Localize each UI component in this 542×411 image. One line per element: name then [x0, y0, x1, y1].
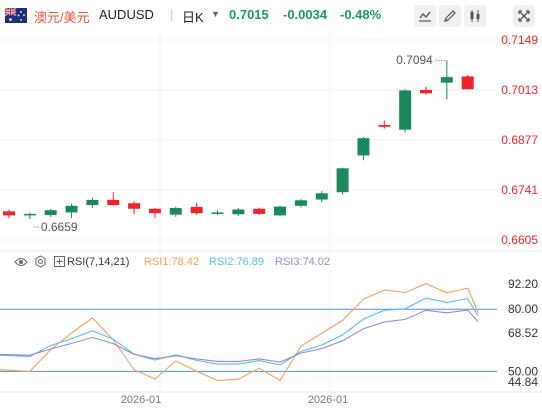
pair-symbol: AUDUSD: [99, 7, 154, 22]
rsi-tick-label-4: 44.84: [508, 375, 538, 389]
gear-icon[interactable]: [34, 255, 47, 268]
candle: [274, 205, 287, 217]
candle: [461, 74, 474, 90]
candle-body: [169, 208, 182, 215]
candle-body: [232, 209, 245, 215]
price-tick-label-2: 0.6877: [501, 133, 538, 147]
candle-body: [107, 199, 120, 206]
rsi2-value: RSI2:76.89: [209, 256, 265, 268]
high-price-label: 0.7094: [396, 53, 433, 67]
candle: [336, 167, 349, 195]
chevron-down-icon[interactable]: ▼: [211, 9, 220, 19]
candle-body: [128, 203, 141, 209]
rsi3-value: RSI3:74.02: [275, 256, 331, 268]
price-change-pct: -0.48%: [340, 7, 382, 22]
x-tick-label-0: 2026-01: [121, 394, 161, 406]
candle: [65, 203, 78, 218]
candle: [128, 201, 141, 215]
candle: [23, 212, 36, 220]
candle-body: [315, 193, 328, 200]
candle: [399, 89, 412, 133]
candle-body: [357, 138, 370, 156]
rsi-tick-label-0: 92.20: [508, 277, 538, 291]
candle-body: [294, 200, 307, 206]
rsi-tick-label-2: 68.52: [508, 326, 538, 340]
rsi-series-rsi3: [0, 309, 479, 363]
candle-body: [440, 77, 453, 83]
candle-body: [211, 212, 224, 214]
price-tick-label-1: 0.7013: [501, 83, 538, 97]
candle-body: [65, 205, 78, 213]
candle-body: [148, 208, 161, 214]
australia-flag-icon: [5, 8, 27, 23]
candle-body: [336, 168, 349, 193]
candle-body: [86, 199, 99, 206]
candle-body: [253, 208, 266, 214]
candle-body: [190, 206, 203, 214]
fullscreen-button[interactable]: [513, 5, 535, 27]
candle-body: [44, 210, 57, 215]
candle: [294, 199, 307, 208]
candle-body: [399, 90, 412, 130]
candle: [44, 208, 57, 217]
x-axis: 2026-01 2026-01: [0, 391, 542, 406]
rsi-name: RSI(7,14,21): [67, 256, 130, 268]
candle: [148, 208, 161, 218]
fullscreen-icon: [518, 10, 530, 22]
candle: [3, 209, 15, 219]
draw-icon: [444, 10, 456, 22]
candle: [86, 197, 99, 209]
eye-icon[interactable]: [14, 256, 28, 268]
candle-body: [420, 90, 432, 94]
candle-body: [274, 206, 287, 216]
candle-body: [378, 124, 391, 127]
line-chart-button[interactable]: [414, 5, 436, 27]
candle: [420, 86, 432, 95]
draw-button[interactable]: [439, 5, 461, 27]
candle-settings-button[interactable]: [464, 5, 486, 27]
indicator-select-icon[interactable]: [54, 256, 65, 267]
current-price: 0.7015: [229, 7, 269, 22]
rsi-series-rsi2: [0, 297, 479, 366]
candle-settings-icon: [470, 10, 480, 22]
rsi-series-rsi1: [0, 282, 479, 382]
pair-name-cn: 澳元/美元: [34, 10, 90, 25]
line-chart-icon: [419, 11, 431, 22]
low-price-label: 0.6659: [41, 220, 78, 234]
x-tick-label-1: 2026-01: [308, 394, 348, 406]
candle: [378, 120, 391, 129]
candle: [440, 60, 453, 100]
rsi-tick-label-3: 50.00: [508, 364, 538, 378]
candle: [315, 191, 328, 203]
price-tick-label-3: 0.6741: [501, 183, 538, 197]
candle: [107, 192, 120, 206]
candle-body: [23, 213, 36, 216]
candle: [169, 206, 182, 217]
candle-body: [3, 211, 15, 216]
price-tick-label-4: 0.6605: [501, 233, 538, 247]
rsi-tick-label-1: 80.00: [508, 302, 538, 316]
header-bar: 澳元/美元 AUDUSD | 日K ▼ 0.7015 -0.0034 -0.48…: [0, 0, 542, 30]
price-change: -0.0034: [283, 7, 328, 22]
grid-lines: [0, 30, 542, 392]
candle: [253, 207, 266, 215]
candle: [190, 202, 203, 215]
candle-body: [461, 76, 474, 90]
rsi1-value: RSI1:78.42: [144, 256, 200, 268]
price-axis: 0.7149 0.7013 0.6877 0.6741 0.6605: [501, 33, 538, 247]
header-separator: |: [170, 7, 174, 22]
candle: [357, 137, 370, 161]
rsi-header: RSI(7,14,21) RSI1:78.42 RSI2:76.89 RSI3:…: [0, 253, 542, 271]
candlestick-series: 0.7094 0.6659: [3, 53, 474, 234]
period-selector[interactable]: 日K: [182, 10, 204, 25]
candle: [232, 208, 245, 217]
candle: [211, 210, 224, 216]
price-tick-label-0: 0.7149: [501, 33, 538, 47]
